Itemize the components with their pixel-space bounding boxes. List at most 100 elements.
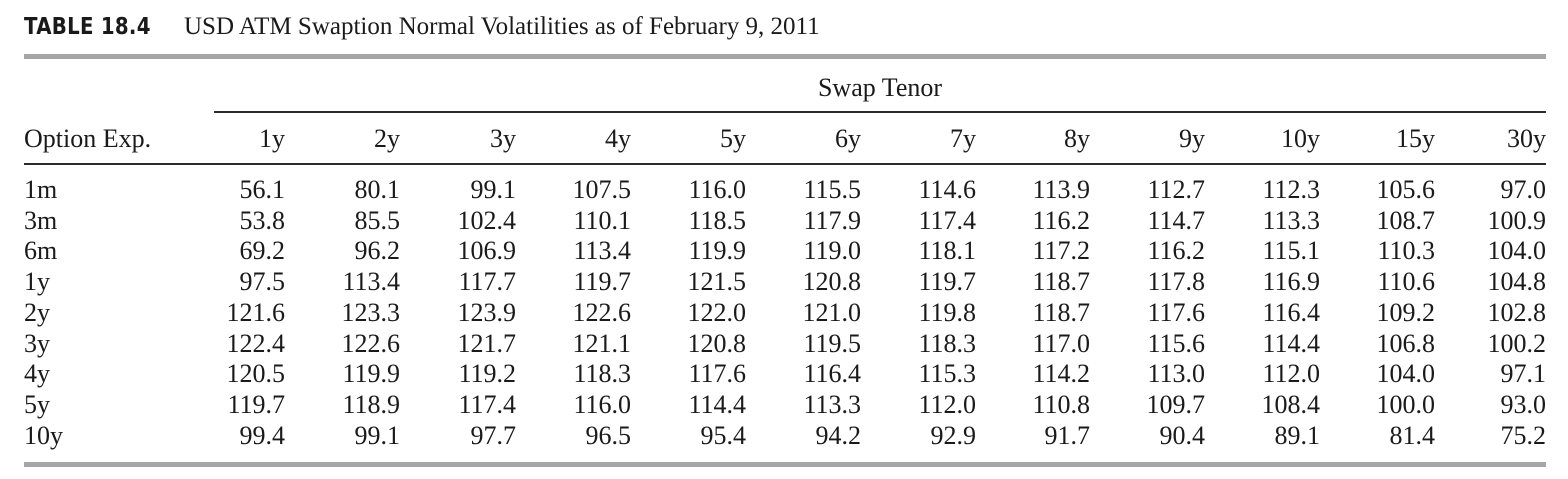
table-cell: 119.9 (342, 359, 400, 388)
table-cell: 117.9 (803, 206, 861, 235)
table-cell: 119.7 (918, 267, 976, 296)
column-header: 7y (950, 124, 976, 153)
column-header: 4y (605, 124, 631, 153)
table-cell: 96.2 (354, 236, 401, 265)
column-header: 6y (835, 124, 861, 153)
table-cell: 117.6 (688, 359, 746, 388)
row-label: 6m (24, 236, 58, 265)
table-cell: 117.4 (458, 390, 516, 419)
table-cell: 97.7 (470, 421, 517, 450)
table-cell: 102.8 (1487, 298, 1547, 327)
table-cell: 118.1 (918, 236, 976, 265)
table-cell: 109.2 (1376, 298, 1436, 327)
table-cell: 112.7 (1147, 175, 1205, 204)
table-cell: 120.8 (802, 267, 862, 296)
table-cell: 119.0 (803, 236, 861, 265)
table-cell: 110.6 (1377, 267, 1435, 296)
table-cell: 81.4 (1389, 421, 1436, 450)
row-label: 5y (24, 390, 50, 419)
table-cell: 104.0 (1376, 359, 1436, 388)
row-label: 3m (24, 206, 58, 235)
table-cell: 121.1 (572, 329, 632, 358)
column-header: 3y (490, 124, 516, 153)
column-header: 5y (720, 124, 746, 153)
column-header: 30y (1507, 124, 1546, 153)
table-cell: 89.1 (1274, 421, 1321, 450)
table-cell: 113.3 (803, 390, 861, 419)
table-cell: 115.3 (918, 359, 976, 388)
table-cell: 113.3 (1262, 206, 1320, 235)
table-cell: 108.4 (1261, 390, 1321, 419)
table-cell: 122.6 (572, 298, 632, 327)
table-cell: 120.5 (226, 359, 286, 388)
table-cell: 119.7 (573, 267, 631, 296)
table-cell: 99.4 (239, 421, 286, 450)
table-cell: 118.5 (688, 206, 746, 235)
row-label: 10y (24, 421, 63, 450)
table-cell: 100.9 (1487, 206, 1547, 235)
table-cell: 118.9 (342, 390, 400, 419)
table-title: USD ATM Swaption Normal Volatilities as … (184, 13, 820, 40)
table-cell: 115.1 (1262, 236, 1320, 265)
table-cell: 92.9 (930, 421, 977, 450)
table-cell: 110.1 (573, 206, 631, 235)
table-cell: 121.5 (687, 267, 747, 296)
table-cell: 109.7 (1146, 390, 1206, 419)
row-header-label: Option Exp. (24, 124, 152, 153)
table-cell: 121.6 (226, 298, 286, 327)
table-cell: 122.0 (687, 298, 747, 327)
table-cell: 107.5 (572, 175, 632, 204)
table-cell: 123.3 (341, 298, 401, 327)
row-label: 2y (24, 298, 50, 327)
header-rule (24, 163, 1546, 165)
table-cell: 105.6 (1376, 175, 1436, 204)
table-cell: 113.0 (1147, 359, 1205, 388)
table-cell: 121.0 (802, 298, 862, 327)
table-cell: 119.7 (227, 390, 285, 419)
table-cell: 121.7 (457, 329, 517, 358)
column-header: 8y (1064, 124, 1090, 153)
table-cell: 120.8 (687, 329, 747, 358)
table-cell: 90.4 (1159, 421, 1206, 450)
table-cell: 122.4 (226, 329, 286, 358)
table-cell: 110.8 (1032, 390, 1090, 419)
row-label: 4y (24, 359, 50, 388)
column-header: 1y (259, 124, 285, 153)
table-cell: 117.6 (1147, 298, 1205, 327)
table-cell: 114.4 (1262, 329, 1320, 358)
table-cell: 93.0 (1500, 390, 1547, 419)
table-cell: 114.4 (688, 390, 746, 419)
table-cell: 110.3 (1377, 236, 1435, 265)
table-caption: TABLE 18.4 USD ATM Swaption Normal Volat… (24, 12, 820, 45)
table-cell: 102.4 (457, 206, 517, 235)
top-rule (24, 54, 1546, 59)
table-cell: 104.0 (1487, 236, 1547, 265)
table-cell: 99.1 (354, 421, 401, 450)
table-cell: 117.7 (458, 267, 516, 296)
column-header: 9y (1179, 124, 1205, 153)
table-cell: 119.5 (803, 329, 861, 358)
table-cell: 114.2 (1032, 359, 1090, 388)
table-cell: 53.8 (239, 206, 286, 235)
table-cell: 116.4 (803, 359, 861, 388)
column-header: 15y (1396, 124, 1435, 153)
table-cell: 118.7 (1032, 267, 1090, 296)
table-cell: 118.7 (1032, 298, 1090, 327)
table-cell: 96.5 (585, 421, 632, 450)
table-cell: 106.9 (457, 236, 517, 265)
table-document: TABLE 18.4 USD ATM Swaption Normal Volat… (24, 0, 1546, 479)
table-cell: 80.1 (354, 175, 401, 204)
table-cell: 122.6 (341, 329, 401, 358)
table-cell: 113.9 (1032, 175, 1090, 204)
table-cell: 97.0 (1500, 175, 1547, 204)
column-header: 10y (1281, 124, 1320, 153)
table-cell: 123.9 (457, 298, 517, 327)
bottom-rule (24, 462, 1546, 467)
table-cell: 118.3 (918, 329, 976, 358)
table-cell: 99.1 (470, 175, 517, 204)
table-cell: 56.1 (239, 175, 286, 204)
table-cell: 100.2 (1487, 329, 1547, 358)
row-label: 1y (24, 267, 50, 296)
table-cell: 116.2 (1032, 206, 1090, 235)
table-cell: 108.7 (1376, 206, 1436, 235)
